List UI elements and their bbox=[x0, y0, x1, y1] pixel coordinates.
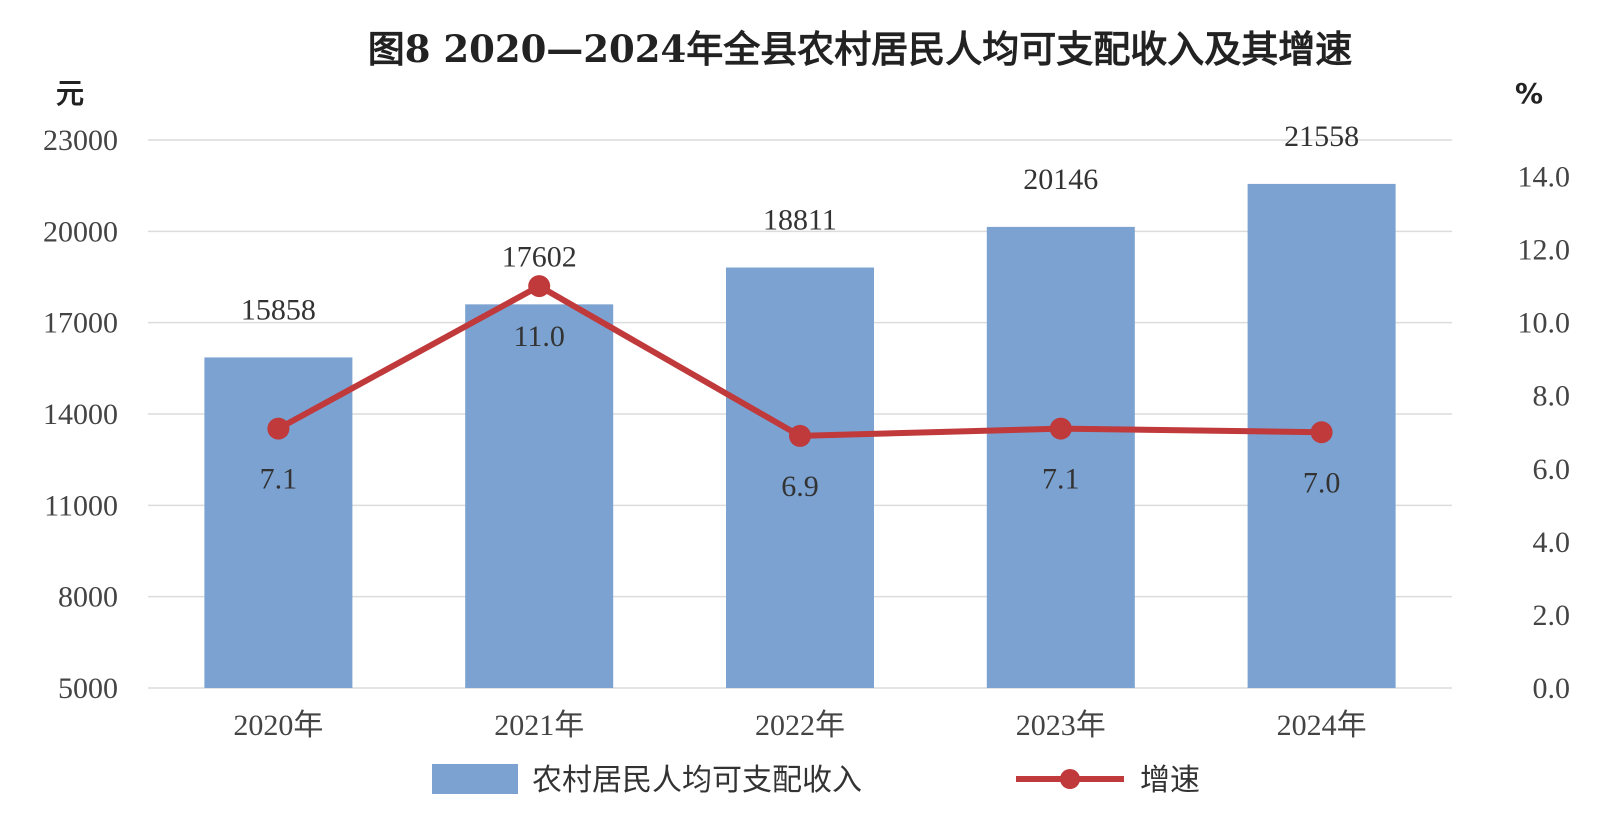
category-label: 2024年 bbox=[1277, 709, 1367, 742]
line-point bbox=[1049, 417, 1072, 440]
left-tick-label: 17000 bbox=[43, 307, 118, 340]
chart-title: 图8 2020—2024年全县农村居民人均可支配收入及其增速 bbox=[368, 27, 1353, 71]
line-point bbox=[789, 424, 811, 447]
bar-data-label: 21558 bbox=[1284, 120, 1359, 153]
category-label: 2021年 bbox=[494, 709, 584, 742]
right-tick-label: 10.0 bbox=[1518, 307, 1571, 340]
bar-data-label: 20146 bbox=[1023, 163, 1098, 196]
line-data-label: 7.1 bbox=[1042, 463, 1080, 496]
left-tick-label: 20000 bbox=[43, 215, 118, 248]
line-data-label: 7.0 bbox=[1303, 466, 1341, 499]
left-tick-label: 14000 bbox=[43, 398, 118, 431]
bar bbox=[986, 226, 1135, 689]
right-tick-label: 14.0 bbox=[1518, 161, 1571, 194]
left-tick-label: 23000 bbox=[43, 124, 118, 157]
left-axis-unit: 元 bbox=[56, 77, 84, 110]
bar-data-label: 18811 bbox=[763, 204, 837, 237]
bar-series bbox=[204, 183, 1396, 689]
bar-data-label: 15858 bbox=[241, 293, 316, 326]
legend-bar-label: 农村居民人均可支配收入 bbox=[532, 763, 862, 798]
left-tick-label: 11000 bbox=[44, 489, 118, 522]
category-label: 2022年 bbox=[755, 709, 845, 742]
left-tick-label: 8000 bbox=[58, 581, 118, 614]
bar bbox=[726, 267, 874, 688]
right-tick-label: 2.0 bbox=[1533, 599, 1571, 632]
line-point bbox=[528, 275, 551, 298]
left-tick-label: 5000 bbox=[58, 672, 118, 705]
left-axis-ticks: 23000 20000 17000 14000 11000 8000 5000 bbox=[43, 124, 118, 705]
line-point bbox=[1310, 421, 1333, 444]
bar bbox=[465, 304, 614, 688]
right-tick-label: 8.0 bbox=[1533, 380, 1571, 413]
right-axis-ticks: 14.0 12.0 10.0 8.0 6.0 4.0 2.0 0.0 bbox=[1518, 161, 1571, 705]
category-axis-labels: 2020年 2021年 2022年 2023年 2024年 bbox=[233, 709, 1366, 742]
line-series bbox=[267, 275, 1333, 447]
line-point bbox=[267, 417, 290, 440]
line-data-label: 7.1 bbox=[260, 463, 298, 496]
legend-line-label: 增速 bbox=[1140, 763, 1200, 798]
right-axis-unit: % bbox=[1515, 77, 1543, 110]
line-data-label: 6.9 bbox=[781, 470, 819, 503]
bar bbox=[204, 357, 353, 688]
bar-data-label: 17602 bbox=[502, 240, 577, 273]
legend-bar-swatch bbox=[432, 764, 518, 794]
right-tick-label: 6.0 bbox=[1533, 453, 1571, 486]
legend-line-marker bbox=[1060, 769, 1080, 789]
bar-data-labels: 15858 17602 18811 20146 21558 bbox=[241, 120, 1359, 327]
line-data-label: 11.0 bbox=[514, 320, 565, 353]
category-label: 2020年 bbox=[233, 709, 323, 742]
right-tick-label: 4.0 bbox=[1533, 526, 1571, 559]
right-tick-label: 0.0 bbox=[1533, 672, 1571, 705]
legend: 农村居民人均可支配收入 增速 bbox=[432, 763, 1200, 798]
right-tick-label: 12.0 bbox=[1518, 234, 1571, 267]
category-label: 2023年 bbox=[1016, 709, 1106, 742]
line-data-labels: 7.1 11.0 6.9 7.1 7.0 bbox=[260, 320, 1341, 503]
